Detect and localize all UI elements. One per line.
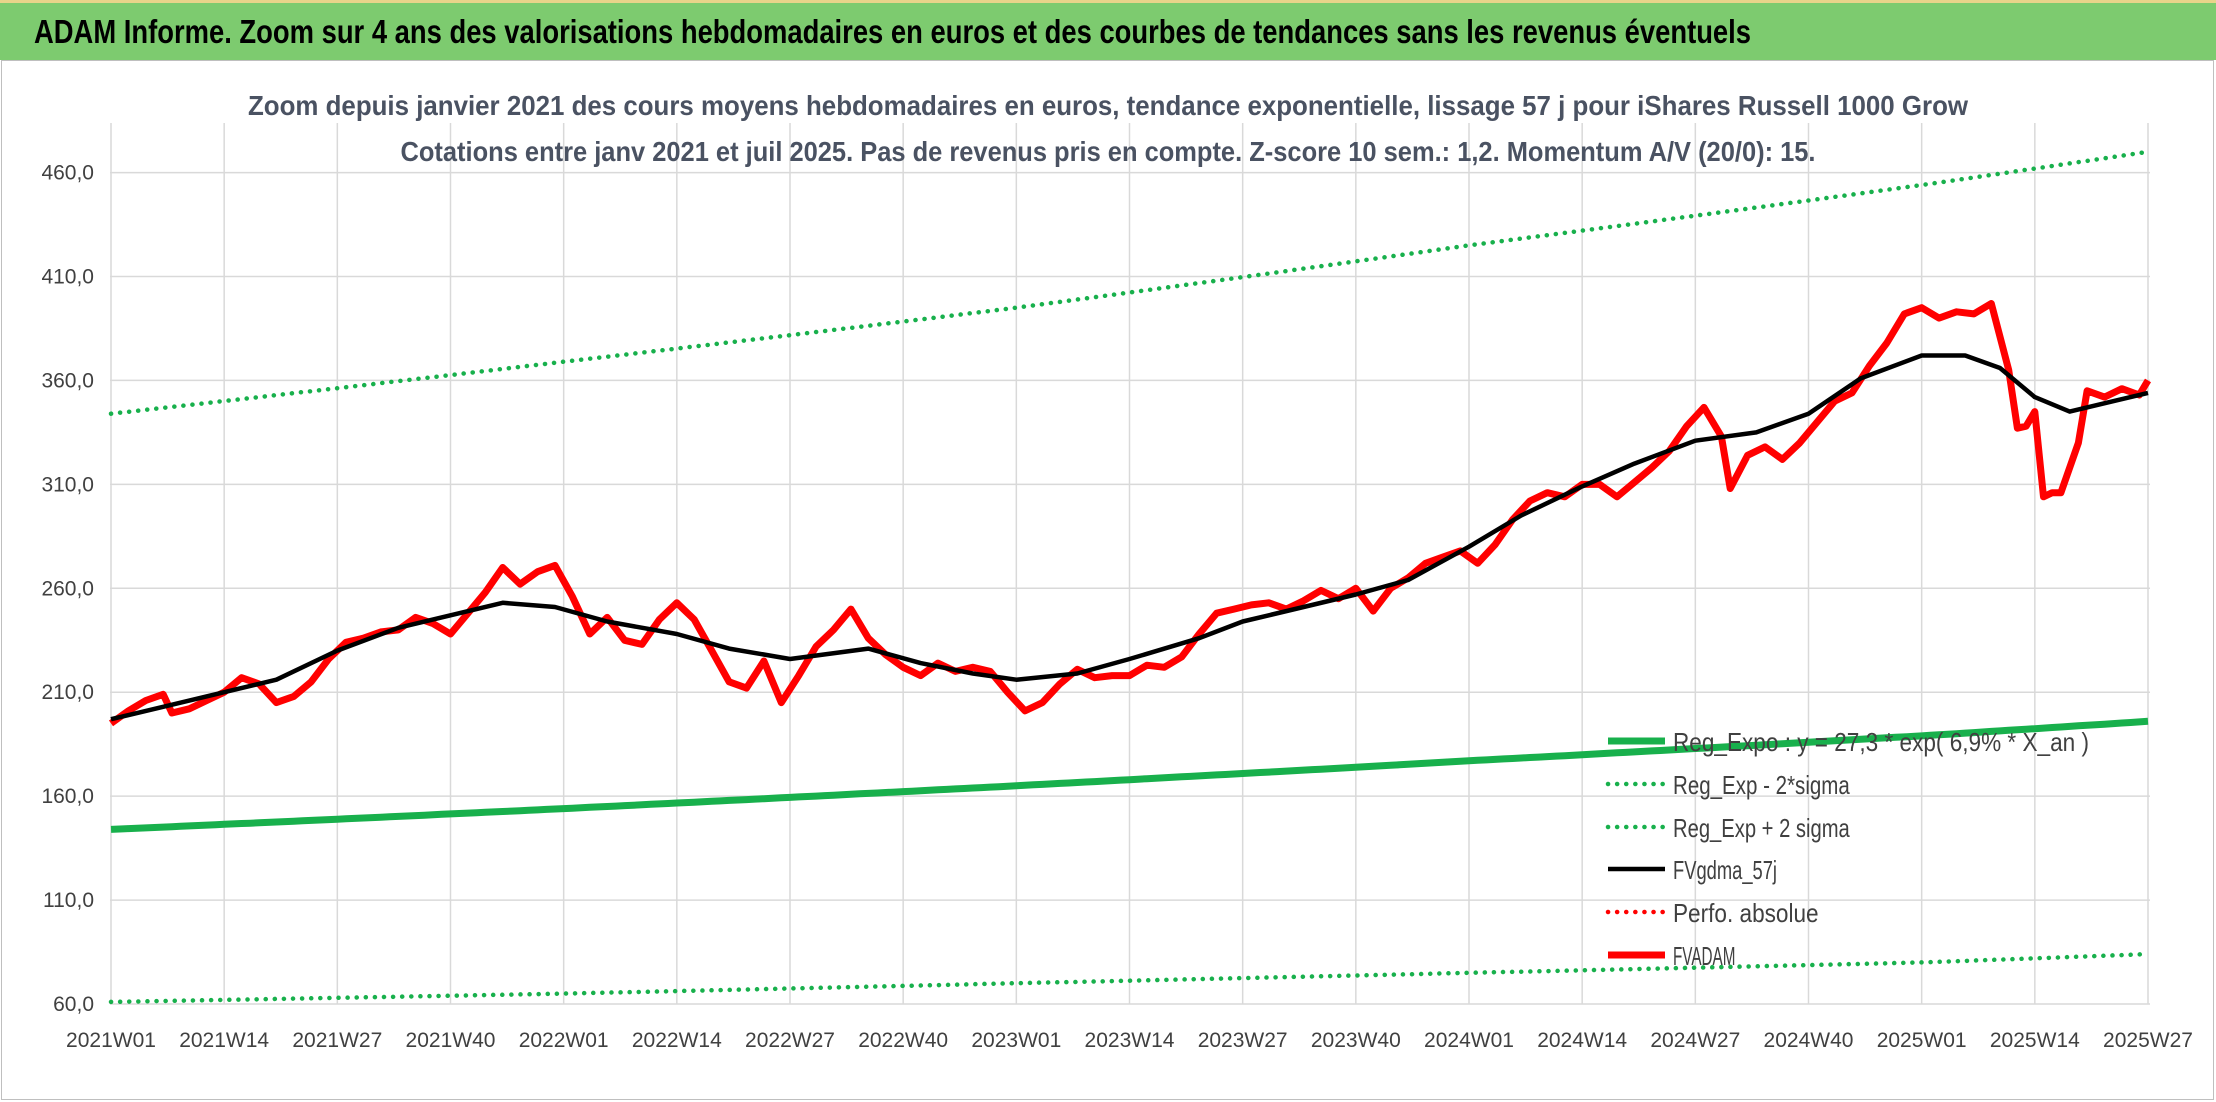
y-tick-label: 460,0: [41, 162, 94, 185]
report-banner: ADAM Informe. Zoom sur 4 ans des valoris…: [0, 0, 2216, 60]
legend-label-fvadam: FVADAM: [1673, 941, 1735, 971]
x-tick-label: 2023W27: [1198, 1029, 1288, 1052]
x-tick-label: 2022W40: [858, 1029, 948, 1052]
chart-area: [1, 60, 2214, 1100]
y-tick-label: 60,0: [53, 993, 94, 1016]
legend-label-reg-expo-y-27-3-exp-6-9-x-an: Reg_Expo : y = 27,3 * exp( 6,9% * X_an ): [1673, 727, 2089, 757]
series-line-fvgdma-57j: [110, 353, 2149, 722]
report-title: ADAM Informe. Zoom sur 4 ans des valoris…: [34, 13, 1752, 50]
series-line-reg-exp-2-sigma: [108, 951, 2151, 1005]
x-tick-label: 2022W14: [632, 1029, 722, 1052]
x-tick-label: 2023W14: [1085, 1029, 1175, 1052]
grid-lines: [110, 123, 2150, 1005]
legend-label-reg-exp-2-sigma: Reg_Exp + 2 sigma: [1673, 813, 1850, 843]
x-tick-label: 2024W27: [1650, 1029, 1740, 1052]
x-tick-label: 2022W01: [519, 1029, 609, 1052]
y-tick-label: 310,0: [41, 473, 94, 496]
y-tick-label: 160,0: [41, 785, 94, 808]
x-tick-label: 2021W01: [66, 1029, 156, 1052]
x-tick-label: 2025W01: [1877, 1029, 1967, 1052]
x-tick-label: 2021W40: [406, 1029, 496, 1052]
x-tick-label: 2021W27: [292, 1029, 382, 1052]
y-tick-label: 210,0: [41, 681, 94, 704]
x-tick-label: 2024W14: [1537, 1029, 1627, 1052]
y-tick-label: 110,0: [43, 889, 94, 912]
y-tick-label: 360,0: [41, 369, 94, 392]
x-tick-label: 2021W14: [179, 1029, 269, 1052]
series-line-reg-expo-y-27-3-exp-6-9-x-an: [110, 717, 2149, 833]
x-tick-label: 2024W01: [1424, 1029, 1514, 1052]
x-tick-label: 2022W27: [745, 1029, 835, 1052]
legend-label-fvgdma-57j: FVgdma_57j: [1673, 855, 1777, 885]
series-line-reg-exp-2-sigma: [108, 149, 2151, 416]
legend-label-reg-exp-2-sigma: Reg_Exp - 2*sigma: [1673, 770, 1850, 800]
axis-ticks: 60,0 110,0 160,0 210,0 260,0 310,0 360,0 410,0 4…: [41, 162, 2193, 1052]
x-tick-label: 2023W40: [1311, 1029, 1401, 1052]
y-tick-label: 260,0: [41, 577, 94, 600]
x-tick-label: 2025W27: [2103, 1029, 2193, 1052]
x-tick-label: 2025W14: [1990, 1029, 2080, 1052]
series-lines: [108, 149, 2152, 1005]
chart-subtitle: Cotations entre janv 2021 et juil 2025. …: [401, 136, 1816, 167]
x-tick-label: 2024W40: [1764, 1029, 1854, 1052]
x-tick-label: 2023W01: [971, 1029, 1061, 1052]
chart-title: Zoom depuis janvier 2021 des cours moyen…: [248, 90, 1968, 121]
legend-label-perfo-absolue: Perfo. absolue: [1673, 898, 1819, 928]
series-line-fvadam: [108, 300, 2152, 727]
y-tick-label: 410,0: [41, 266, 94, 289]
chart-legend: Reg_Expo : y = 27,3 * exp( 6,9% * X_an )…: [1605, 727, 2089, 971]
